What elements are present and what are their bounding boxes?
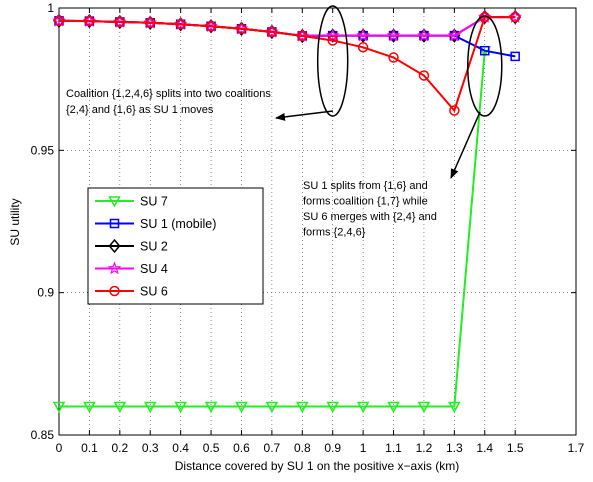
x-tick-label: 0.6 [233, 441, 250, 455]
star-marker [386, 28, 401, 42]
series-su-7 [52, 45, 492, 414]
legend-item: SU 1 (mobile) [95, 217, 216, 231]
triangle-marker [204, 401, 218, 414]
legend-item: SU 4 [95, 261, 168, 276]
series-su-6 [53, 11, 521, 116]
y-axis-label: SU utility [8, 198, 22, 245]
triangle-marker [265, 401, 279, 414]
star-marker [356, 28, 370, 42]
triangle-marker [143, 401, 157, 414]
circle-marker [449, 105, 460, 116]
x-tick-label: 0.5 [203, 441, 220, 455]
callout-arrow-1 [275, 110, 334, 121]
circle-marker [175, 18, 186, 30]
callout-arrow-2 [450, 111, 481, 179]
circle-marker [53, 15, 65, 27]
x-tick-label: 0.4 [172, 441, 189, 455]
annotation-2-line: forms coalition {1,7} while [303, 196, 428, 208]
x-tick-label: 0.2 [111, 441, 128, 455]
triangle-marker [113, 401, 127, 414]
legend-label: SU 1 (mobile) [140, 217, 216, 231]
annotation-2-line: SU 6 merges with {2,4} and [303, 211, 437, 223]
x-tick-label: 1.5 [507, 441, 524, 455]
annotations: Coalition {1,2,4,6} splits into two coal… [66, 5, 503, 239]
legend-label: SU 6 [140, 285, 168, 299]
x-tick-label: 0.8 [294, 441, 311, 455]
diamond-marker [108, 238, 121, 254]
legend-label: SU 7 [140, 195, 168, 209]
square-marker [109, 218, 120, 229]
plot-frame [58, 7, 577, 436]
callout-ellipse-1 [316, 5, 349, 117]
legend-label: SU 4 [140, 262, 168, 276]
x-tick-label: 1.4 [476, 441, 493, 455]
circle-marker [266, 26, 278, 38]
y-tick-label: 0.95 [31, 143, 55, 157]
square-marker [510, 51, 520, 62]
star-marker [447, 28, 462, 42]
legend-item: SU 6 [95, 285, 168, 299]
star-marker [325, 28, 340, 42]
triangle-marker [296, 401, 309, 414]
series-line [59, 50, 486, 408]
star-marker [107, 261, 122, 275]
triangle-marker [174, 401, 187, 414]
star-marker [417, 28, 431, 42]
triangle-marker [52, 401, 66, 414]
circle-marker [388, 52, 399, 63]
x-tick-label: 0 [56, 441, 63, 455]
circle-marker [114, 16, 126, 28]
axis-ticks: 0 0.1 0.2 0.3 0.4 0.5 0.6 0.7 0.8 0.9 1 1.1 1.2 1.3 1.… [31, 1, 585, 455]
circle-marker [236, 23, 247, 35]
legend-item: SU 2 [95, 238, 168, 254]
series-line [58, 16, 516, 113]
circle-marker [144, 17, 156, 29]
legend-label: SU 2 [140, 240, 168, 254]
series-group [52, 9, 522, 414]
annotation-2-line: forms {2,4,6} [303, 227, 366, 239]
circle-marker [297, 30, 308, 42]
circle-marker [418, 70, 430, 81]
triangle-marker [448, 401, 461, 414]
circle-marker [357, 42, 369, 53]
legend: SU 7 SU 1 (mobile) SU 2 SU 4 SU 6 [87, 187, 264, 305]
legend-box [87, 187, 264, 305]
x-tick-label: 0.9 [324, 441, 341, 455]
triangle-marker [83, 401, 96, 414]
triangle-marker [235, 401, 248, 414]
legend-item: SU 7 [95, 195, 168, 209]
x-tick-label: 1.7 [568, 441, 585, 455]
triangle-marker [108, 196, 121, 208]
triangle-marker [417, 401, 431, 414]
triangle-marker [326, 401, 339, 414]
triangle-marker [387, 401, 400, 414]
x-tick-label: 1 [360, 441, 367, 455]
annotation-1-line: Coalition {1,2,4,6} splits into two coal… [66, 88, 271, 100]
circle-marker [109, 285, 120, 297]
x-axis-label: Distance covered by SU 1 on the positive… [175, 459, 459, 473]
y-tick-label: 0.9 [37, 286, 54, 300]
annotation-1-line: {2,4} and {1,6} as SU 1 moves [66, 104, 214, 116]
x-tick-label: 1.1 [385, 441, 402, 455]
circle-marker [509, 11, 521, 23]
annotation-2-line: SU 1 splits from {1,6} and [303, 180, 428, 192]
circle-marker [327, 35, 338, 46]
x-tick-label: 1.2 [416, 441, 433, 455]
x-tick-label: 0.7 [264, 441, 281, 455]
x-tick-label: 0.3 [142, 441, 159, 455]
x-tick-label: 0.1 [81, 441, 98, 455]
callout-ellipse-2 [467, 15, 503, 117]
circle-marker [84, 15, 95, 27]
y-tick-label: 1 [47, 1, 54, 15]
square-marker [480, 45, 490, 56]
y-tick-label: 0.85 [31, 428, 55, 442]
circle-marker [205, 20, 217, 32]
triangle-marker [356, 401, 370, 414]
x-tick-label: 1.3 [446, 441, 463, 455]
